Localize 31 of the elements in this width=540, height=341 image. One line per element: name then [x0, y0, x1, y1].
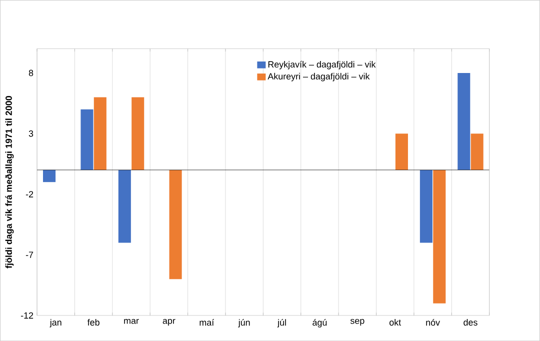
bar — [395, 133, 408, 170]
x-tick-label: jan — [50, 318, 62, 328]
bar — [458, 72, 470, 170]
x-tick-label: ágú — [312, 318, 327, 328]
bar — [94, 97, 106, 170]
y-tick-label: -12 — [20, 312, 34, 319]
bar — [80, 109, 94, 170]
legend-label: Akureyri – dagafjöldi – vik — [268, 72, 370, 82]
legend-label: Reykjavík – dagafjöldi – vik — [268, 60, 376, 70]
x-tick-label: nóv — [426, 318, 440, 326]
x-tick-label: sep — [350, 318, 364, 326]
x-tick-label: maí — [200, 318, 214, 326]
y-axis-title: fjöldi daga vik frá meðallagi 1971 til 2000 — [5, 96, 14, 268]
x-tick-label: apr — [162, 318, 176, 326]
y-tick-label: 3 — [28, 130, 34, 137]
bar — [433, 170, 446, 304]
bar — [420, 170, 432, 243]
bar — [118, 170, 131, 243]
bar — [132, 97, 144, 170]
x-tick-label: jún — [238, 318, 250, 328]
x-tick-label: okt — [390, 318, 402, 326]
y-tick-label: -2 — [26, 190, 34, 198]
x-tick-label: feb — [87, 318, 100, 326]
y-tick-label: 8 — [28, 70, 34, 76]
y-tick-label: -7 — [26, 252, 34, 258]
x-tick-label: júl — [277, 318, 286, 328]
x-tick-label: des — [464, 318, 478, 326]
bar — [169, 170, 182, 280]
x-tick-label: mar — [124, 318, 139, 324]
bar — [470, 133, 484, 170]
bar — [43, 170, 56, 182]
